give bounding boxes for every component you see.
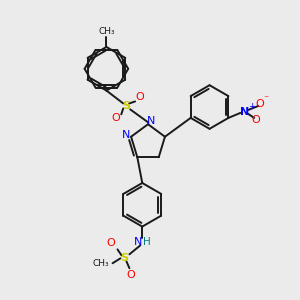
Text: O: O (111, 113, 120, 123)
Text: H: H (143, 237, 151, 248)
Text: S: S (122, 101, 130, 111)
Text: CH₃: CH₃ (98, 27, 115, 36)
Text: +: + (248, 101, 256, 110)
Text: N: N (240, 107, 249, 117)
Text: N: N (122, 130, 130, 140)
Text: N: N (134, 237, 142, 248)
Text: O: O (136, 92, 145, 101)
Text: O: O (126, 270, 135, 280)
Text: ⁻: ⁻ (263, 94, 268, 104)
Text: N: N (147, 116, 155, 126)
Text: O: O (256, 99, 265, 109)
Text: O: O (106, 238, 115, 248)
Text: S: S (120, 253, 128, 263)
Text: CH₃: CH₃ (92, 259, 109, 268)
Text: O: O (252, 115, 260, 125)
